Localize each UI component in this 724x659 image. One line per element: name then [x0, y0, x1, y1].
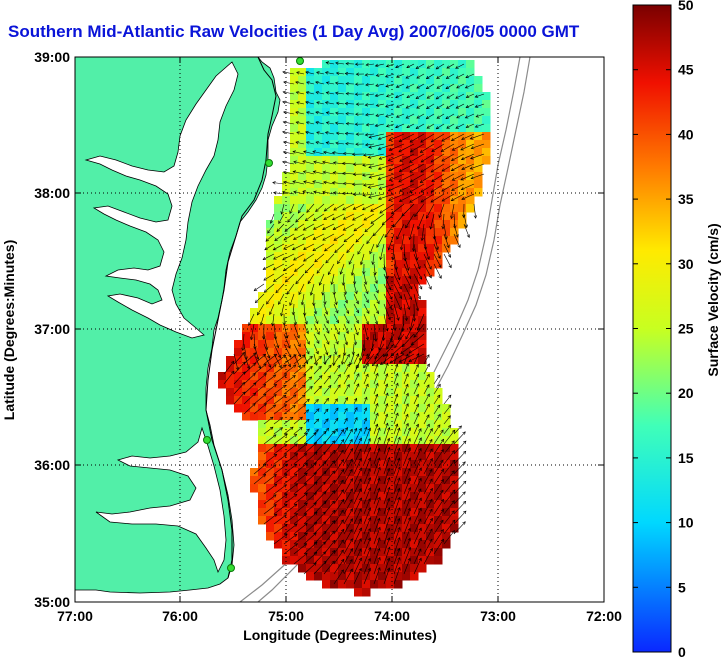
x-axis-label: Longitude (Degrees:Minutes)	[243, 627, 437, 643]
colorbar-tick-label: 30	[678, 256, 694, 272]
colorbar-tick-label: 20	[678, 385, 694, 401]
y-axis: 39:00 38:00 37:00 36:00 35:00	[34, 49, 604, 610]
colorbar-tick-label: 25	[678, 321, 694, 337]
station-marker	[227, 564, 235, 572]
colorbar-tick-label: 50	[678, 0, 694, 13]
colorbar-label: Surface Velocity (cm/s)	[705, 223, 721, 376]
x-axis: 77:00 76:00 75:00 74:00 73:00 72:00	[57, 57, 622, 624]
x-tick-label: 73:00	[480, 608, 516, 624]
colorbar-tick-label: 35	[678, 191, 694, 207]
x-tick-label: 72:00	[586, 608, 622, 624]
sound-water	[95, 426, 227, 574]
colorbar-tick-label: 5	[678, 579, 686, 595]
colorbar-tick-label: 15	[678, 450, 694, 466]
y-tick-label: 35:00	[34, 594, 70, 610]
colorbar-tick-label: 40	[678, 126, 694, 142]
station-markers	[203, 57, 304, 572]
velocity-field	[218, 60, 491, 597]
y-tick-label: 36:00	[34, 457, 70, 473]
coastline	[205, 57, 277, 579]
colorbar	[632, 4, 672, 653]
y-axis-label: Latitude (Degrees:Minutes)	[1, 240, 17, 420]
colorbar-tick-label: 45	[678, 62, 694, 78]
x-tick-label: 77:00	[57, 608, 93, 624]
colorbar-tick-label: 10	[678, 515, 694, 531]
map-title: Southern Mid-Atlantic Raw Velocities (1 …	[8, 22, 580, 41]
y-tick-label: 37:00	[34, 321, 70, 337]
x-tick-label: 74:00	[374, 608, 410, 624]
station-marker	[203, 436, 211, 444]
station-marker	[265, 159, 273, 167]
y-tick-label: 38:00	[34, 185, 70, 201]
chesapeake-bay	[84, 61, 239, 339]
grid	[75, 57, 604, 602]
colorbar-tick-label: 0	[678, 644, 686, 659]
station-marker	[296, 57, 304, 65]
x-tick-label: 75:00	[268, 608, 304, 624]
y-tick-label: 39:00	[34, 49, 70, 65]
x-tick-label: 76:00	[162, 608, 198, 624]
